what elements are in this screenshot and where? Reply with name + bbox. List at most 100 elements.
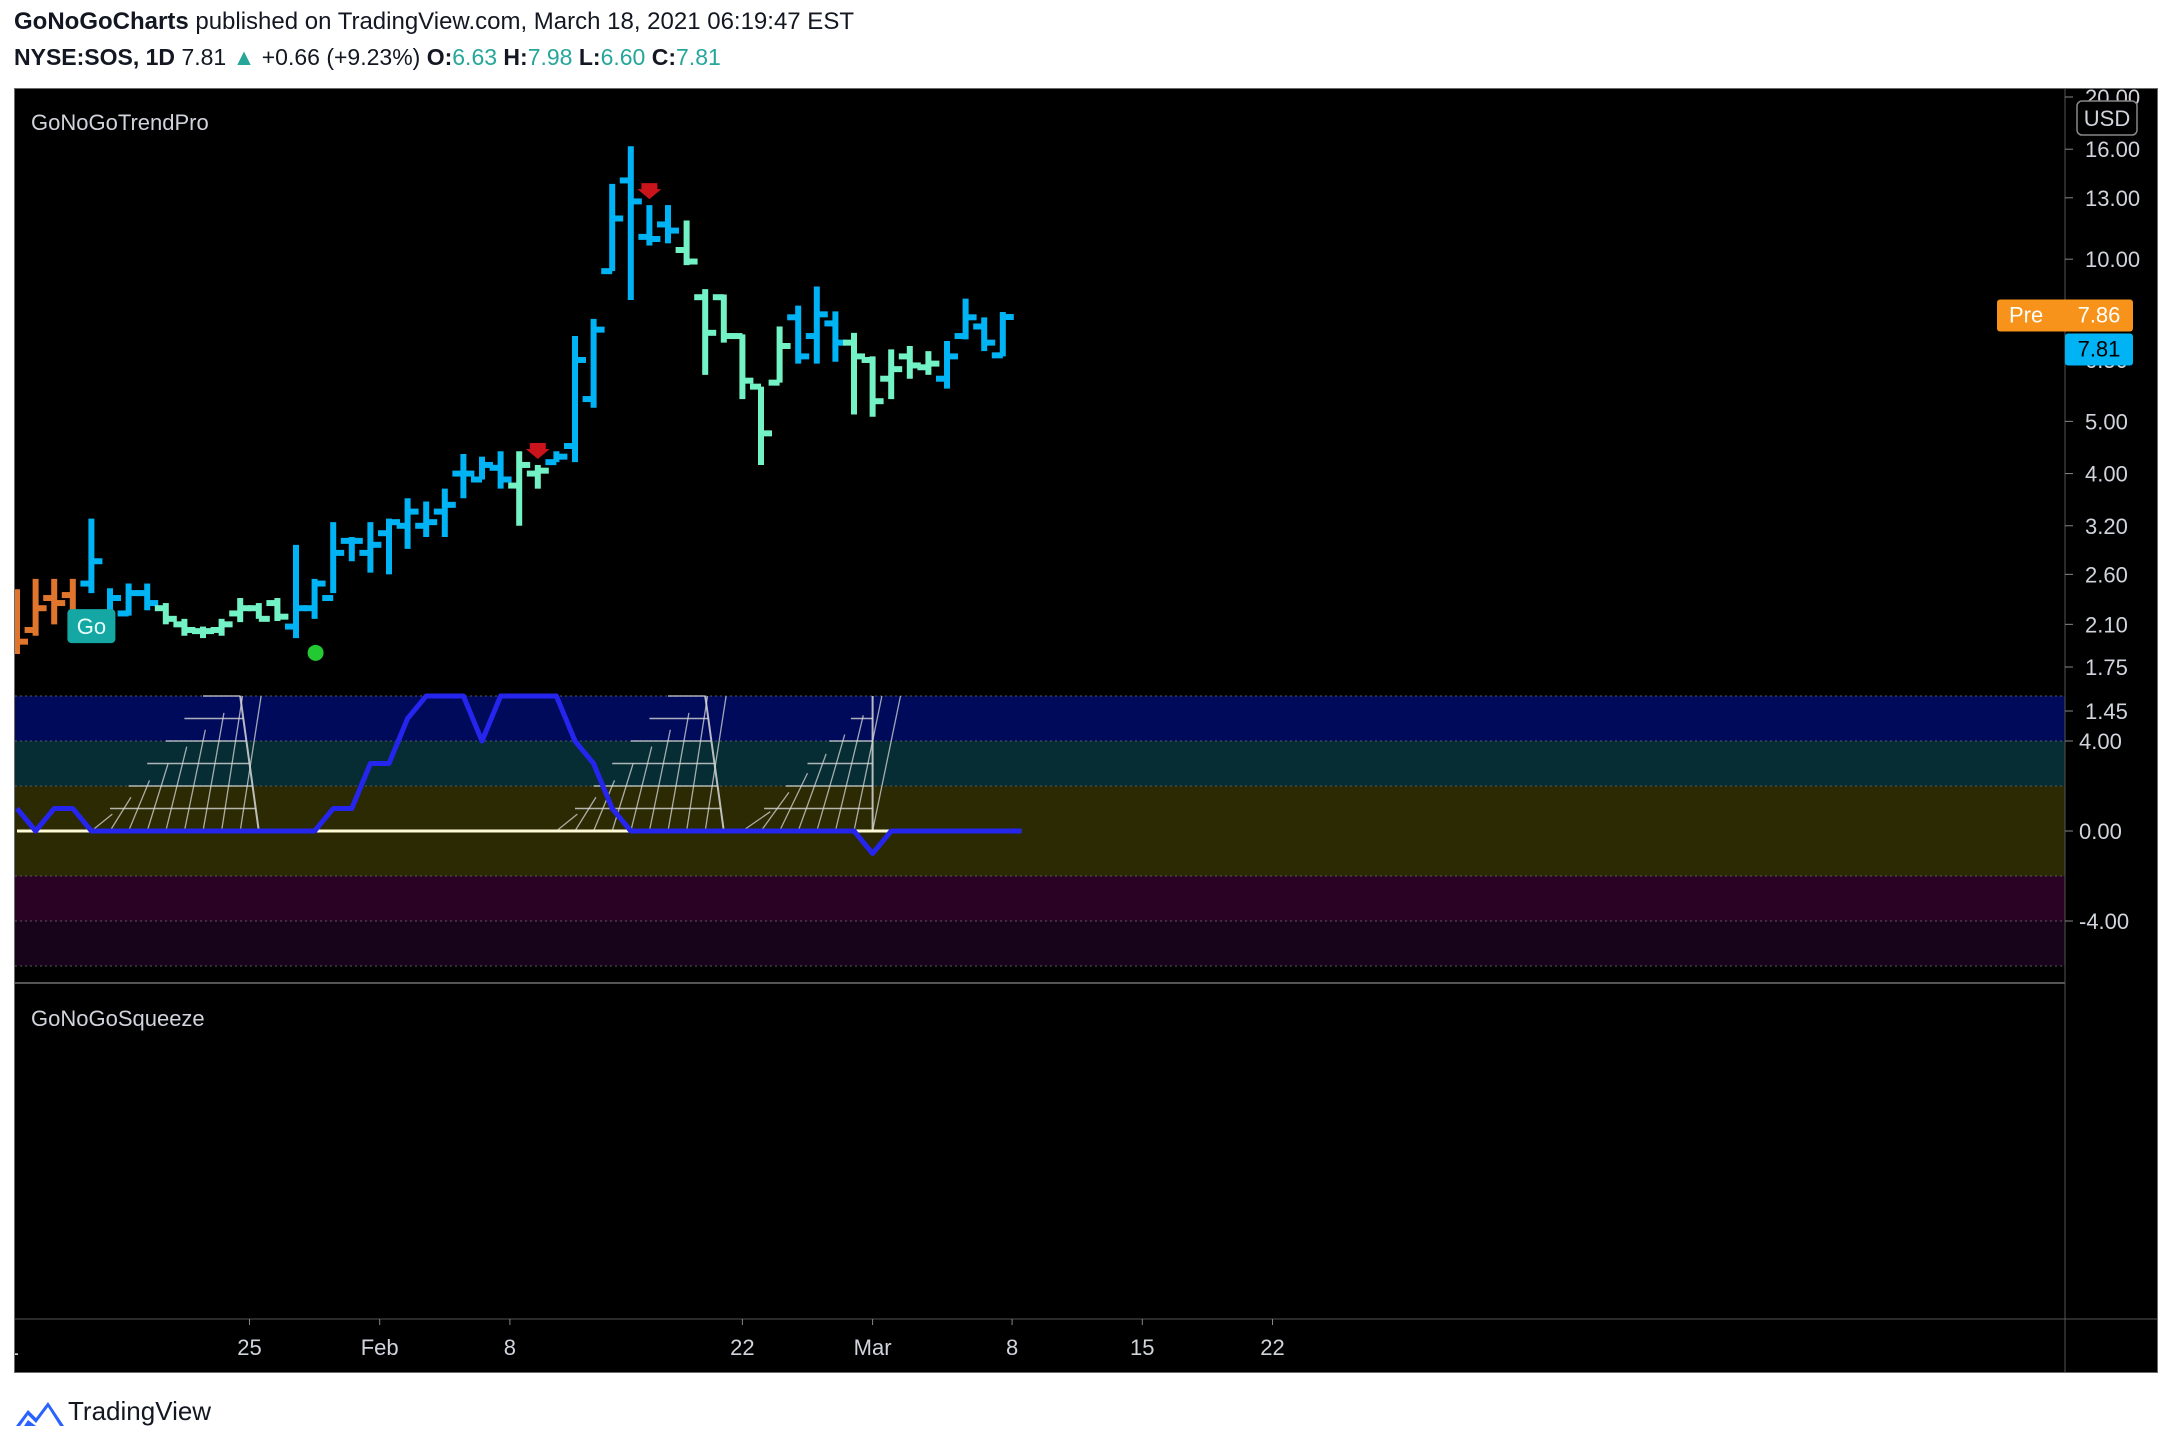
chart-canvas[interactable]: 20.0016.0013.0010.006.505.004.003.202.60… <box>15 89 2157 1372</box>
squeeze-grid-diagonal <box>555 813 578 832</box>
time-tick-label: 15 <box>1130 1335 1154 1360</box>
ohlc-bar <box>638 205 661 246</box>
price-tick-label: 5.00 <box>2085 409 2128 434</box>
squeeze-band-top <box>15 696 2065 741</box>
ohlc-bar <box>80 518 103 594</box>
price-tick-label: 1.75 <box>2085 655 2128 680</box>
published-text: published on TradingView.com, March 18, … <box>195 8 854 35</box>
squeeze-axis[interactable]: 4.00 0.00 -4.00 <box>2065 729 2129 934</box>
ohlc-bar <box>861 356 884 417</box>
ohlc-bar <box>303 578 326 619</box>
price-tick-label: 4.00 <box>2085 462 2128 487</box>
squeeze-pane-title: GoNoGoSqueeze <box>31 1006 205 1031</box>
footer: TradingView <box>0 1378 2172 1448</box>
tradingview-brand[interactable]: TradingView <box>68 1396 212 1426</box>
pre-price-text: 7.86 <box>2078 303 2121 328</box>
time-axis[interactable]: 11 25 Feb 8 22 Mar 8 15 22 <box>15 1319 1285 1360</box>
publisher-name[interactable]: GoNoGoCharts <box>14 8 189 35</box>
ohlc-bar <box>601 183 624 275</box>
squeeze-grid-diagonal <box>592 780 616 832</box>
squeeze-grid-diagonal <box>202 712 225 832</box>
time-tick-label: 11 <box>15 1335 19 1360</box>
ohlc-bar <box>824 311 847 362</box>
squeeze-grid-diagonal <box>611 763 634 832</box>
squeeze-grid-edge <box>239 695 260 832</box>
ohlc-bar <box>210 618 233 636</box>
ohlc-bar <box>898 346 921 379</box>
ohlc-bar <box>396 498 419 549</box>
ohlc-bar <box>15 589 28 654</box>
ohlc-bar <box>954 298 977 340</box>
ohlc-bar <box>675 220 698 266</box>
price-tick-label: 16.00 <box>2085 137 2140 162</box>
squeeze-grid-diagonal <box>183 729 206 832</box>
squeeze-grid-diagonal <box>648 729 671 832</box>
ohlc-bar <box>805 286 828 364</box>
symbol-info: NYSE:SOS, 1D 7.81 ▲ +0.66 (+9.23%) O:6.6… <box>14 44 721 71</box>
ohlc-bar <box>359 522 382 573</box>
currency-label: USD <box>2084 106 2130 131</box>
price-tick-label: 13.00 <box>2085 186 2140 211</box>
ohlc-bar <box>136 583 159 611</box>
high-value: 7.98 <box>527 44 573 70</box>
squeeze-grid-diagonal <box>127 780 151 832</box>
ohlc-bar <box>43 578 66 625</box>
squeeze-line <box>15 693 1022 856</box>
ohlc-bar <box>526 464 549 489</box>
high-label: H: <box>503 44 528 70</box>
price-axis[interactable]: 20.0016.0013.0010.006.505.004.003.202.60… <box>2065 89 2140 724</box>
squeeze-grid-diagonal <box>630 746 653 832</box>
chart-header: GoNoGoCharts published on TradingView.co… <box>0 0 2172 82</box>
publish-info: GoNoGoCharts published on TradingView.co… <box>14 8 854 36</box>
price-tick-label: 10.00 <box>2085 247 2140 272</box>
ohlc-bar <box>694 289 717 375</box>
close-value: 7.81 <box>676 44 721 70</box>
time-tick-label: 8 <box>1006 1335 1018 1360</box>
ohlc-bar <box>247 603 270 622</box>
squeeze-grid-diagonal <box>816 734 846 832</box>
ohlc-bar <box>24 578 47 636</box>
ohlc-bar <box>266 598 289 622</box>
price-change: +0.66 (+9.23%) <box>261 44 421 70</box>
ohlc-bar <box>750 383 772 465</box>
go-label-marker <box>67 609 116 644</box>
ohlc-bar <box>322 522 345 602</box>
ohlc-bar <box>657 205 679 244</box>
chart-area[interactable]: 20.0016.0013.0010.006.505.004.003.202.60… <box>14 88 2158 1373</box>
ohlc-bar <box>489 451 512 489</box>
squeeze-tick-label: 4.00 <box>2079 729 2122 754</box>
time-tick-label: 25 <box>237 1335 261 1360</box>
squeeze-grid-diagonal <box>834 715 864 832</box>
symbol-label[interactable]: NYSE:SOS, 1D <box>14 44 176 70</box>
squeeze-background <box>15 695 2065 967</box>
squeeze-band-lower <box>15 876 2065 921</box>
squeeze-tick-label: 0.00 <box>2079 819 2122 844</box>
ohlc-bar <box>917 351 940 375</box>
time-tick-label: Mar <box>854 1335 892 1360</box>
currency-button[interactable] <box>2076 100 2138 136</box>
squeeze-grid-diagonal <box>574 796 597 832</box>
squeeze-grid-diagonal <box>760 792 790 832</box>
squeeze-grid <box>90 695 902 832</box>
price-pane-title: GoNoGoTrendPro <box>31 110 209 135</box>
ohlc-bar <box>787 305 810 364</box>
ohlc-bar <box>619 146 642 300</box>
price-bars <box>15 146 1014 654</box>
squeeze-series <box>15 693 1022 856</box>
price-tick-label: 1.45 <box>2085 699 2128 724</box>
squeeze-grid-diagonal <box>220 695 244 832</box>
squeeze-tick-label: -4.00 <box>2079 909 2129 934</box>
ohlc-bar <box>508 451 531 526</box>
ohlc-bar <box>973 317 996 352</box>
down-arrow-icon <box>637 183 662 200</box>
open-value: 6.63 <box>452 44 498 70</box>
squeeze-grid-diagonal <box>239 695 262 832</box>
time-tick-label: 22 <box>730 1335 754 1360</box>
tradingview-logo-icon[interactable] <box>14 1396 66 1430</box>
squeeze-grid-diagonal <box>797 753 827 832</box>
ohlc-bar <box>768 326 791 386</box>
ohlc-bar <box>545 451 568 466</box>
ohlc-bar <box>433 488 456 538</box>
time-tick-label: 8 <box>504 1335 516 1360</box>
price-tick-label: 2.10 <box>2085 612 2128 637</box>
